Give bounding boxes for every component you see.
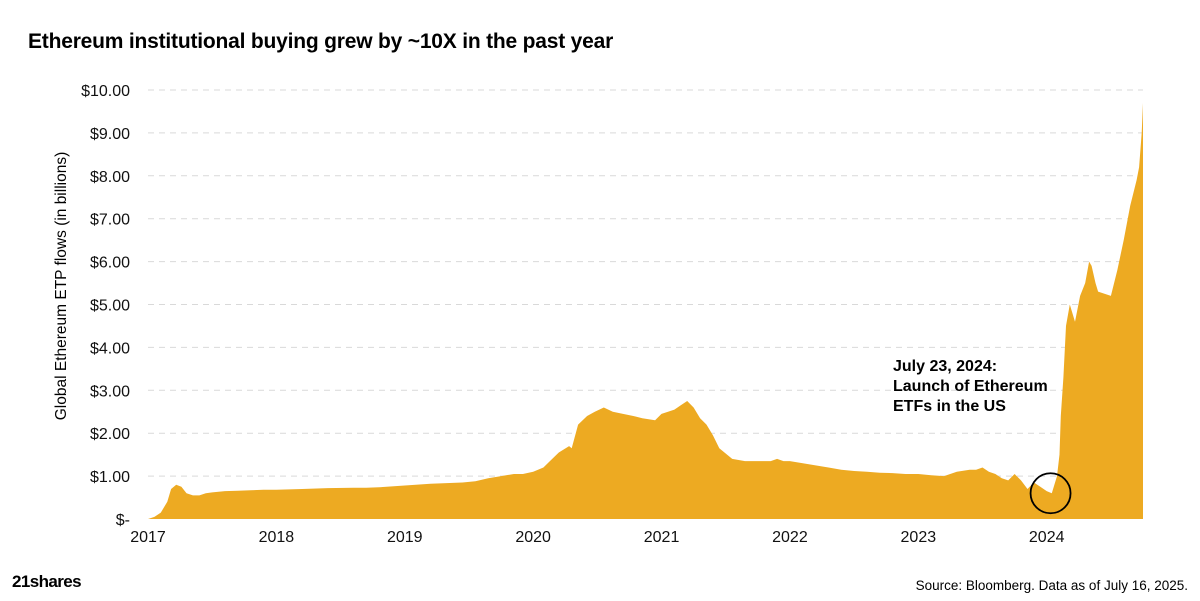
x-tick-label: 2023 bbox=[901, 529, 937, 546]
x-tick-label: 2019 bbox=[387, 529, 423, 546]
y-tick-label: $5.00 bbox=[90, 298, 130, 315]
x-axis-ticks: 2017 2018 2019 2020 2021 2022 2023 2024 bbox=[130, 529, 1064, 546]
chart-title: Ethereum institutional buying grew by ~1… bbox=[28, 30, 614, 53]
x-tick-label: 2017 bbox=[130, 529, 166, 546]
y-tick-label: $1.00 bbox=[90, 469, 130, 486]
y-tick-label: $8.00 bbox=[90, 169, 130, 186]
annotation-line: July 23, 2024: bbox=[893, 358, 997, 375]
y-tick-label: $10.00 bbox=[81, 83, 130, 100]
annotation-text: July 23, 2024: Launch of Ethereum ETFs in … bbox=[893, 358, 1048, 415]
y-tick-label: $7.00 bbox=[90, 212, 130, 229]
brand-logo: 21shares bbox=[12, 572, 82, 591]
annotation-line: ETFs in the US bbox=[893, 398, 1006, 415]
annotation-line: Launch of Ethereum bbox=[893, 378, 1048, 395]
x-tick-label: 2018 bbox=[259, 529, 295, 546]
y-tick-label: $4.00 bbox=[90, 340, 130, 357]
y-tick-label: $9.00 bbox=[90, 126, 130, 143]
series-area bbox=[148, 102, 1143, 520]
etf-launch-marker bbox=[1029, 472, 1072, 515]
source-note: Source: Bloomberg. Data as of July 16, 2… bbox=[915, 578, 1188, 593]
y-axis-ticks: $- $1.00 $2.00 $3.00 $4.00 $5.00 $6.00 $7.00 $8.… bbox=[81, 83, 130, 529]
y-tick-label: $2.00 bbox=[90, 426, 130, 443]
y-tick-label: $3.00 bbox=[90, 383, 130, 400]
x-tick-label: 2020 bbox=[515, 529, 551, 546]
x-tick-label: 2024 bbox=[1029, 529, 1065, 546]
x-tick-label: 2022 bbox=[772, 529, 808, 546]
y-tick-label: $- bbox=[116, 512, 130, 529]
y-tick-label: $6.00 bbox=[90, 255, 130, 272]
x-tick-label: 2021 bbox=[644, 529, 680, 546]
gridlines bbox=[148, 89, 1143, 477]
